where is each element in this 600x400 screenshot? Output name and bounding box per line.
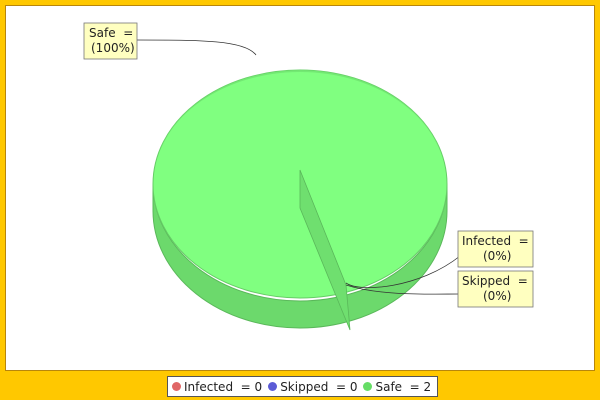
label-leader-infected [345, 255, 461, 288]
label-skipped-pct: (0%) [483, 289, 511, 303]
legend-item-safe: Safe = 2 [363, 380, 431, 394]
chart-legend: Infected = 0 Skipped = 0 Safe = 2 [167, 376, 439, 397]
label-safe-pct: (100%) [91, 41, 135, 55]
legend-item-skipped: Skipped = 0 [268, 380, 357, 394]
label-infected: Infected = (0%) [457, 230, 534, 268]
label-leader-safe [136, 39, 257, 56]
pie-zero-slice-wedge [299, 169, 351, 331]
legend-label-infected: Infected = 0 [184, 379, 263, 394]
pie-side-wall [152, 183, 448, 329]
legend-item-infected: Infected = 0 [172, 380, 262, 394]
label-safe: Safe = (100%) [83, 22, 138, 60]
legend-swatch-safe [363, 382, 373, 391]
legend-label-safe: Safe = 2 [375, 379, 432, 394]
label-safe-name: Safe = [89, 26, 133, 40]
legend-swatch-skipped [268, 382, 278, 391]
label-skipped: Skipped = (0%) [457, 270, 534, 308]
label-leader-skipped [345, 284, 461, 295]
legend-label-skipped: Skipped = 0 [280, 379, 358, 394]
legend-swatch-infected [172, 382, 181, 391]
label-skipped-name: Skipped = [462, 274, 528, 288]
label-infected-pct: (0%) [483, 249, 511, 263]
label-infected-name: Infected = [462, 234, 529, 248]
